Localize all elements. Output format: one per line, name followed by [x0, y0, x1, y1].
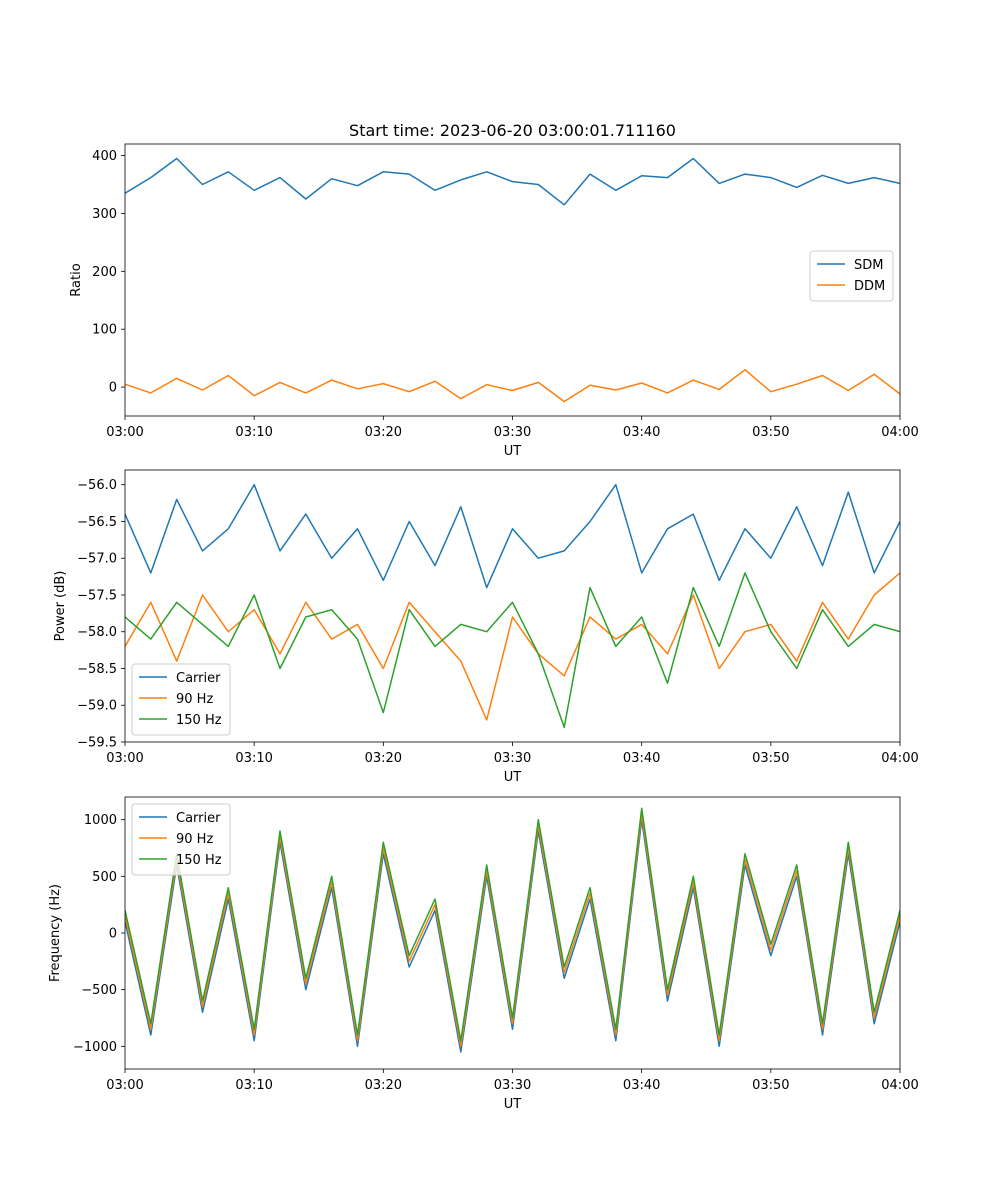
x-tick-label: 03:20: [365, 1078, 402, 1093]
legend: Carrier 90 Hz 150 Hz: [131, 663, 231, 736]
x-tick-label: 03:00: [106, 425, 143, 440]
y-tick-label: −58.5: [77, 662, 117, 677]
x-axis-label: UT: [504, 444, 522, 459]
legend-box: [131, 803, 231, 876]
y-axis-label: Frequency (Hz): [48, 884, 63, 982]
legend: SDM DDM: [809, 250, 894, 302]
y-tick-label: −500: [81, 983, 117, 998]
series-line-90-hz: [125, 572, 900, 721]
legend-entry-label: Carrier: [176, 811, 221, 826]
plot-frame: [124, 143, 901, 417]
x-tick-label: 03:40: [623, 1078, 660, 1093]
x-tick-label: 04:00: [881, 751, 918, 766]
x-tick-label: 03:10: [235, 425, 272, 440]
y-tick-label: 500: [92, 870, 117, 885]
x-tick-label: 03:40: [623, 425, 660, 440]
legend-entry-label: 150 Hz: [176, 713, 222, 728]
y-axis-label: Power (dB): [53, 571, 68, 642]
x-tick-label: 03:10: [235, 1078, 272, 1093]
y-axis-label: Ratio: [69, 263, 84, 296]
y-tick-label: −59.5: [77, 736, 117, 751]
y-tick-label: 100: [92, 323, 117, 338]
series-line-carrier: [125, 818, 900, 1053]
chart-panel-2: 03:00 03:10 03:20 03:30 03:40 03:50 04:00 −56.0…: [53, 469, 919, 785]
x-tick-label: 03:00: [106, 751, 143, 766]
x-tick-label: 04:00: [881, 425, 918, 440]
legend-entry-label: DDM: [854, 279, 885, 294]
series-line-ddm: [125, 368, 900, 403]
x-tick-label: 03:20: [365, 751, 402, 766]
x-axis-label: UT: [504, 1097, 522, 1112]
y-tick-label: 1000: [84, 813, 117, 828]
legend-entry-label: 90 Hz: [176, 692, 213, 707]
x-tick-label: 03:50: [752, 751, 789, 766]
y-tick-label: −1000: [73, 1040, 117, 1055]
y-tick-label: −57.5: [77, 588, 117, 603]
legend-entry-label: 90 Hz: [176, 832, 213, 847]
x-tick-label: 03:40: [623, 751, 660, 766]
y-tick-label: 300: [92, 207, 117, 222]
legend-entry-label: SDM: [854, 258, 883, 273]
x-tick-label: 04:00: [881, 1078, 918, 1093]
y-tick-label: −56.5: [77, 515, 117, 530]
y-tick-label: −59.0: [77, 699, 117, 714]
x-tick-label: 03:10: [235, 751, 272, 766]
x-tick-label: 03:00: [106, 1078, 143, 1093]
series-line-90-hz: [125, 813, 900, 1048]
series-line-150-hz: [125, 807, 900, 1042]
x-tick-label: 03:30: [494, 425, 531, 440]
x-tick-label: 03:20: [365, 425, 402, 440]
y-tick-label: 0: [109, 381, 117, 396]
chart-panel-3: 03:00 03:10 03:20 03:30 03:40 03:50 04:00 1000 5…: [48, 796, 919, 1112]
legend-entry-label: Carrier: [176, 671, 221, 686]
y-tick-label: −57.0: [77, 552, 117, 567]
legend: Carrier 90 Hz 150 Hz: [131, 803, 231, 876]
plot-frame: [124, 469, 901, 743]
x-tick-label: 03:50: [752, 425, 789, 440]
legend-entry-label: 150 Hz: [176, 853, 222, 868]
legend-box: [131, 663, 231, 736]
chart-title: Start time: 2023-06-20 03:00:01.711160: [349, 121, 676, 140]
x-axis-label: UT: [504, 770, 522, 785]
y-tick-label: 0: [109, 927, 117, 942]
series-line-carrier: [125, 483, 900, 589]
y-tick-label: 200: [92, 265, 117, 280]
x-tick-label: 03:30: [494, 1078, 531, 1093]
chart-panel-1: 03:00 03:10 03:20 03:30 03:40 03:50 04:00 0 100 2…: [69, 121, 919, 459]
x-tick-label: 03:50: [752, 1078, 789, 1093]
y-tick-label: −58.0: [77, 625, 117, 640]
series-line-150-hz: [125, 572, 900, 729]
y-tick-label: 400: [92, 149, 117, 164]
y-tick-label: −56.0: [77, 478, 117, 493]
series-line-sdm: [125, 157, 900, 206]
x-tick-label: 03:30: [494, 751, 531, 766]
